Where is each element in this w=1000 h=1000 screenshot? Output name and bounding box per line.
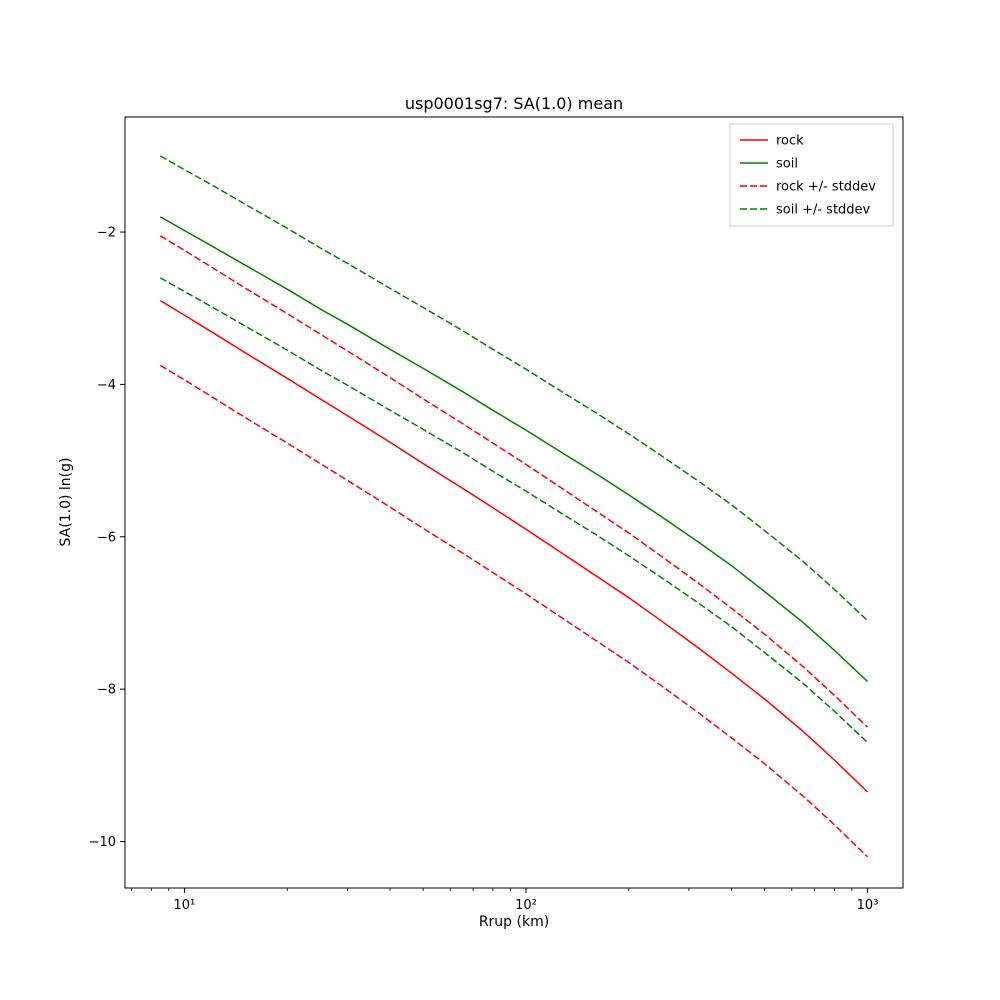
series-rock-minus-stddev xyxy=(159,364,869,858)
x-axis-label: Rrup (km) xyxy=(478,914,550,930)
x-axis-ticks: 10¹ 10² 10³ xyxy=(174,888,879,913)
y-axis-label: SA(1.0) ln(g) xyxy=(58,457,74,547)
x-tick-label: 10³ xyxy=(857,898,879,913)
series-rock-plus-stddev xyxy=(159,235,869,728)
legend-label-rock-plus-stddev: rock +/- stddev xyxy=(776,180,876,195)
y-tick-label: −6 xyxy=(97,530,116,545)
x-tick-label: 10¹ xyxy=(174,898,196,913)
series-soil-plus-stddev xyxy=(159,155,869,622)
y-tick-label: −10 xyxy=(89,835,116,850)
chart-title: usp0001sg7: SA(1.0) mean xyxy=(404,94,624,113)
series-soil-mean xyxy=(159,216,869,683)
y-tick-label: −8 xyxy=(97,683,116,698)
legend: rock soil rock +/- stddev soil +/- stddev xyxy=(729,123,894,227)
legend-box xyxy=(729,123,894,227)
legend-label-soil-mean: soil xyxy=(776,157,798,172)
legend-label-soil-plus-stddev: soil +/- stddev xyxy=(776,203,871,218)
legend-label-rock-mean: rock xyxy=(776,134,804,149)
y-axis-ticks: −2 −4 −6 −8 −10 xyxy=(89,226,125,850)
y-tick-label: −4 xyxy=(97,378,116,393)
x-minor-ticks xyxy=(131,888,853,891)
series-rock-mean xyxy=(159,299,869,793)
x-tick-label: 10² xyxy=(515,898,537,913)
axes-frame xyxy=(124,116,904,889)
series-soil-minus-stddev xyxy=(159,277,869,744)
y-tick-label: −2 xyxy=(97,226,116,241)
